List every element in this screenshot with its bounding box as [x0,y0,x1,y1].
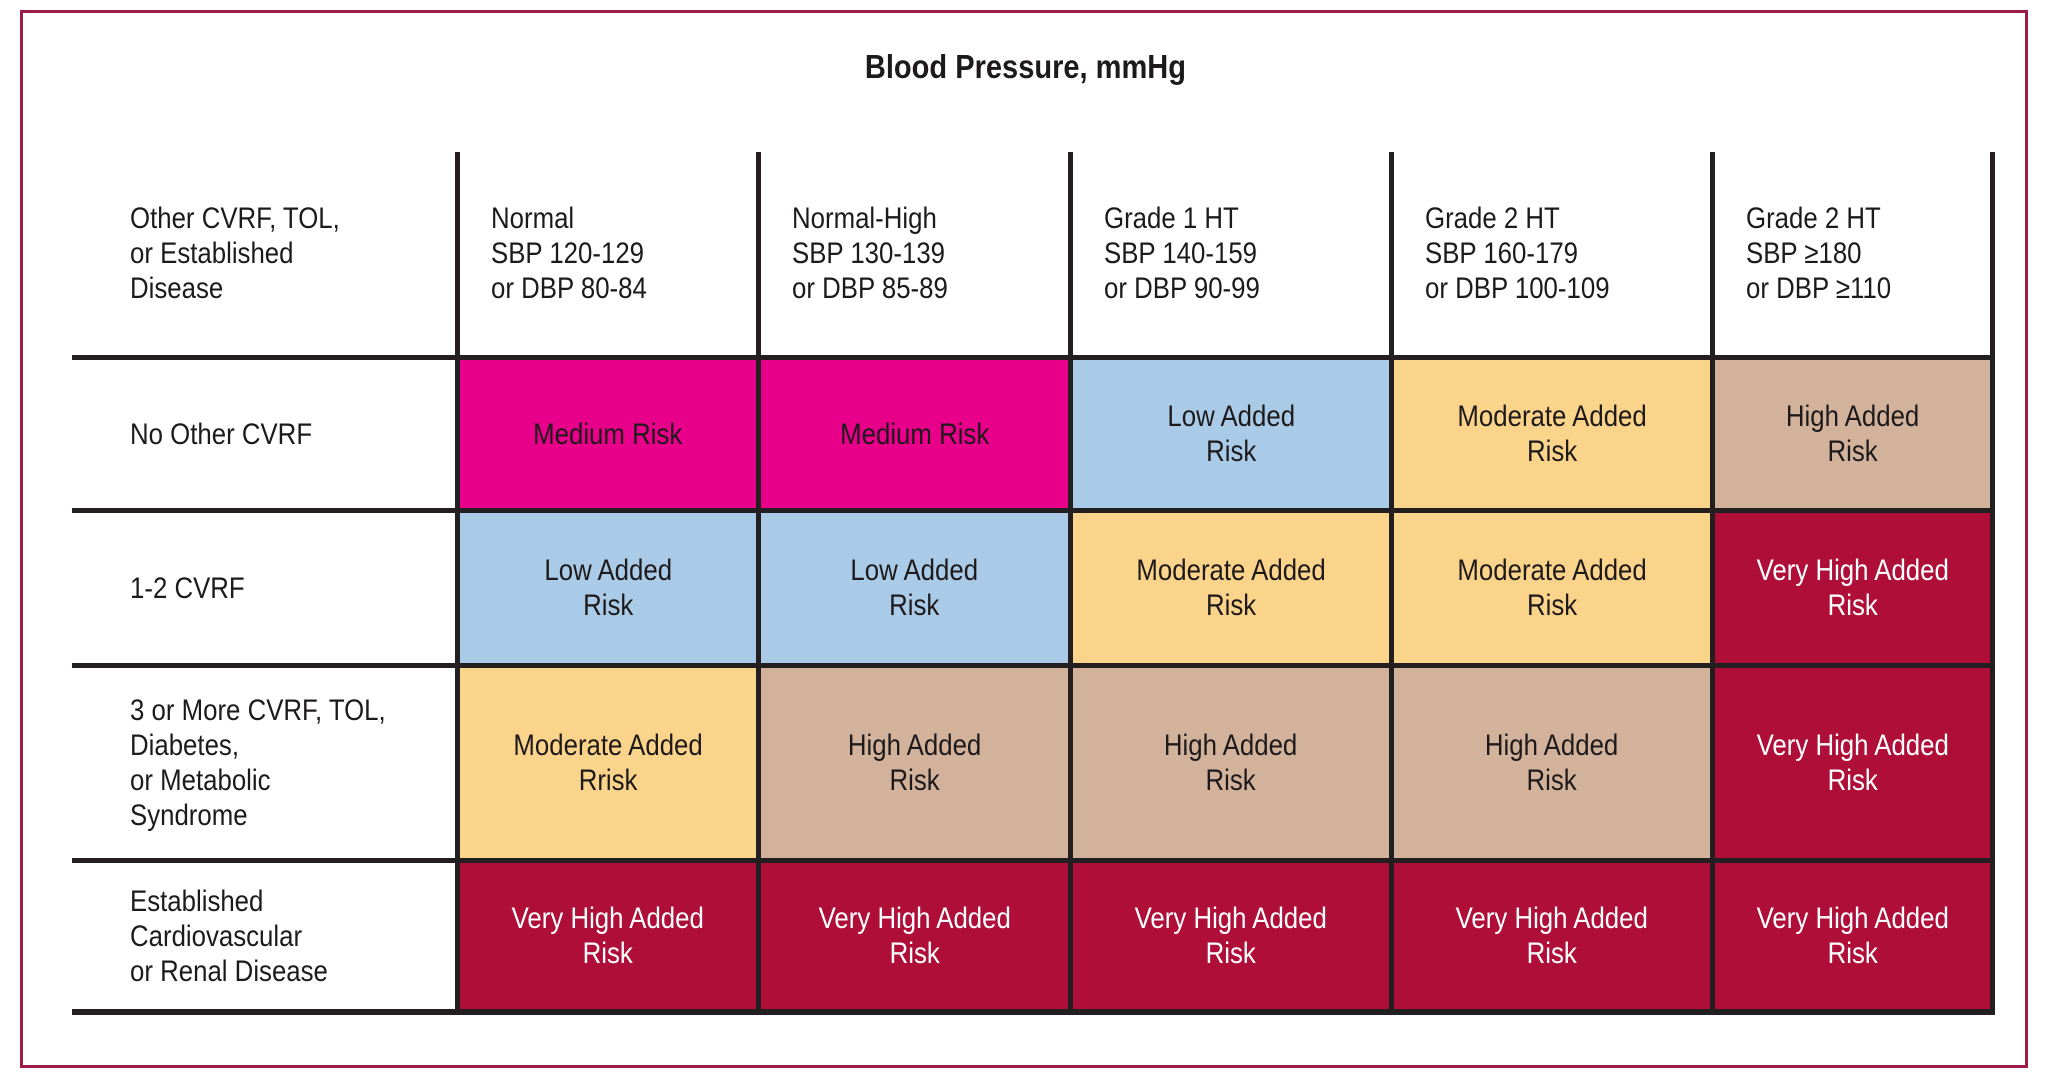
risk-cell-text: High Added Risk [1485,729,1619,797]
column-header-grade2-ht-label: Grade 2 HT SBP 160-179 or DBP 100-109 [1425,202,1610,305]
risk-cell-text: Moderate Added Risk [1457,400,1647,468]
risk-cell-text: Moderate Added Risk [1457,554,1647,622]
risk-cell: Moderate Added Risk [1389,508,1710,663]
row-label-established-disease: Established Cardiovascular or Renal Dise… [72,858,455,1015]
column-header-normal-high-label: Normal-High SBP 130-139 or DBP 85-89 [792,202,948,305]
column-header-grade2-ht-severe: Grade 2 HT SBP ≥180 or DBP ≥110 [1710,152,1995,355]
risk-cell: Moderate Added Risk [1389,355,1710,508]
risk-cell-text: High Added Risk [1164,729,1298,797]
corner-header: Other CVRF, TOL, or Established Disease [72,152,455,355]
risk-cell-text: Very High Added Risk [1134,902,1328,970]
risk-cell: Moderate Added Rrisk [455,663,756,858]
risk-cell: High Added Risk [756,663,1068,858]
risk-cell-text: High Added Risk [1785,400,1920,468]
row-label-3-or-more-cvrf: 3 or More CVRF, TOL, Diabetes, or Metabo… [72,663,455,858]
risk-cell: Very High Added Risk [455,858,756,1015]
risk-cell-text: Very High Added Risk [1756,554,1949,622]
column-header-normal: Normal SBP 120-129 or DBP 80-84 [455,152,756,355]
risk-cell-text: Medium Risk [839,417,990,451]
column-header-grade1-ht-label: Grade 1 HT SBP 140-159 or DBP 90-99 [1104,202,1260,305]
column-header-grade1-ht: Grade 1 HT SBP 140-159 or DBP 90-99 [1068,152,1389,355]
corner-header-label: Other CVRF, TOL, or Established Disease [130,202,340,305]
risk-cell: Very High Added Risk [756,858,1068,1015]
risk-cell: Very High Added Risk [1710,858,1995,1015]
risk-cell: High Added Risk [1710,355,1995,508]
risk-cell: Very High Added Risk [1389,858,1710,1015]
row-label-text: 3 or More CVRF, TOL, Diabetes, or Metabo… [130,694,386,832]
risk-cell-text: Medium Risk [533,417,683,451]
row-label-no-other-cvrf: No Other CVRF [72,355,455,508]
risk-cell-text: Very High Added Risk [1756,902,1949,970]
risk-cell-text: Low Added Risk [1167,400,1295,468]
title-row: Blood Pressure, mmHg [0,48,2050,86]
risk-cell: Low Added Risk [455,508,756,663]
risk-cell-text: Low Added Risk [850,554,979,622]
risk-cell: High Added Risk [1389,663,1710,858]
risk-cell-text: Very High Added Risk [1756,729,1949,797]
column-header-normal-high: Normal-High SBP 130-139 or DBP 85-89 [756,152,1068,355]
column-header-normal-label: Normal SBP 120-129 or DBP 80-84 [491,202,647,305]
risk-cell-text: Very High Added Risk [1455,902,1649,970]
risk-cell-text: Very High Added Risk [511,902,705,970]
risk-cell-text: Low Added Risk [544,554,672,622]
row-label-text: No Other CVRF [130,417,313,451]
risk-cell: High Added Risk [1068,663,1389,858]
risk-cell: Low Added Risk [1068,355,1389,508]
row-label-text: 1-2 CVRF [130,571,245,605]
row-label-text: Established Cardiovascular or Renal Dise… [130,884,328,988]
risk-cell: Medium Risk [756,355,1068,508]
figure-title: Blood Pressure, mmHg [864,48,1186,85]
risk-cell: Moderate Added Risk [1068,508,1389,663]
risk-cell: Low Added Risk [756,508,1068,663]
risk-cell-text: Very High Added Risk [818,902,1011,970]
column-header-grade2-ht-severe-label: Grade 2 HT SBP ≥180 or DBP ≥110 [1746,202,1892,305]
risk-cell: Very High Added Risk [1068,858,1389,1015]
column-header-grade2-ht: Grade 2 HT SBP 160-179 or DBP 100-109 [1389,152,1710,355]
row-label-1-2-cvrf: 1-2 CVRF [72,508,455,663]
risk-cell: Medium Risk [455,355,756,508]
risk-cell: Very High Added Risk [1710,663,1995,858]
risk-table: Other CVRF, TOL, or Established Disease … [72,152,1995,1015]
risk-cell-text: Moderate Added Risk [1136,554,1326,622]
risk-cell-text: High Added Risk [847,729,982,797]
risk-cell-text: Moderate Added Rrisk [513,729,703,797]
risk-cell: Very High Added Risk [1710,508,1995,663]
